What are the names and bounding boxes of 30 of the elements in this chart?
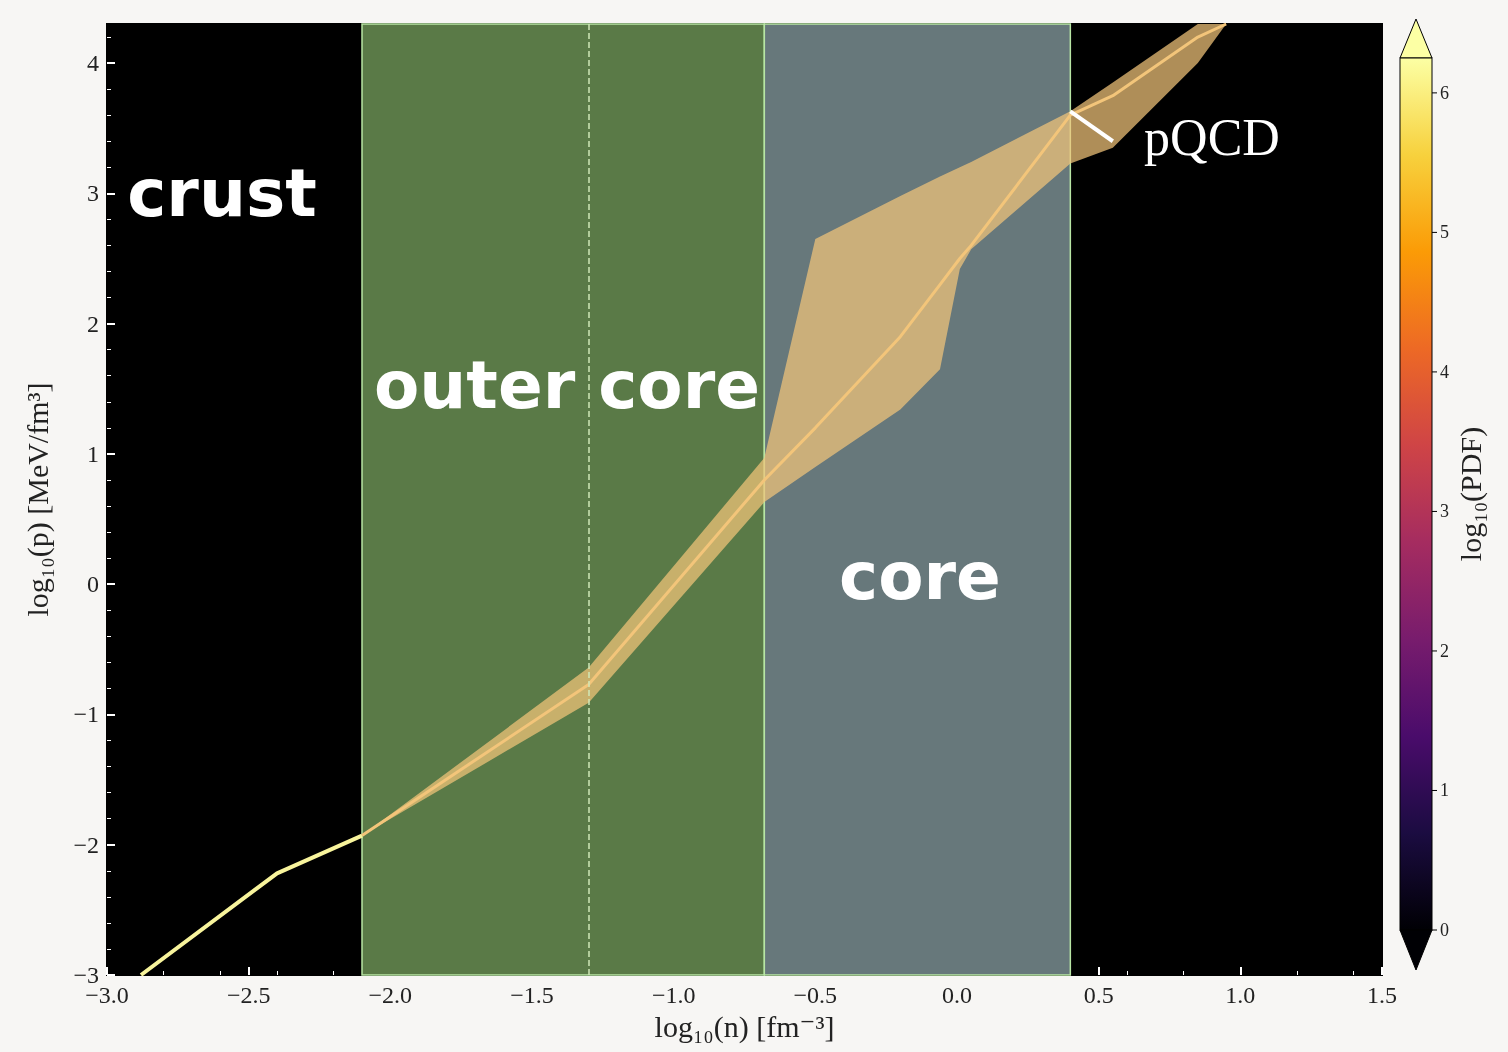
color-bar-label: 2 <box>1440 640 1449 661</box>
x-tick-label: −1.5 <box>510 982 554 1008</box>
y-tick-label: 3 <box>87 180 99 207</box>
color-bar-title: log₁₀(PDF) <box>1453 426 1488 562</box>
x-tick-label: 0.5 <box>1083 982 1114 1008</box>
y-tick-label: 1 <box>87 440 99 467</box>
y-tick-label: −1 <box>73 701 99 728</box>
y-tick-label: 2 <box>87 310 99 337</box>
y-tick-label: −2 <box>73 831 99 858</box>
annotation: pQCD <box>1144 108 1280 166</box>
color-bar-label: 4 <box>1440 361 1449 382</box>
color-bar-label: 6 <box>1440 82 1449 103</box>
annotation: outer core <box>374 346 760 424</box>
annotation: core <box>839 537 1001 615</box>
x-tick-label: −2.0 <box>368 982 413 1008</box>
x-tick-label: −1.0 <box>651 982 696 1008</box>
x-tick-label: 1.5 <box>1367 982 1397 1008</box>
annotation: crust <box>127 154 317 232</box>
color-bar-label: 1 <box>1440 780 1449 801</box>
x-tick-label: 0.0 <box>942 982 972 1008</box>
y-tick-label: 4 <box>87 50 99 77</box>
y-axis-title: log₁₀(p) [MeV/fm³] <box>20 382 55 617</box>
color-bar-label: 5 <box>1440 222 1449 243</box>
x-tick-label: −2.5 <box>226 982 271 1008</box>
color-bar-label: 3 <box>1440 501 1449 522</box>
y-tick-label: 0 <box>87 571 99 598</box>
x-axis-title: log₁₀(n) [fm⁻³] <box>654 1010 835 1045</box>
x-tick-label: 1.0 <box>1225 982 1256 1008</box>
x-tick-label: −0.5 <box>793 982 838 1008</box>
color-bar-label: 0 <box>1440 920 1449 940</box>
